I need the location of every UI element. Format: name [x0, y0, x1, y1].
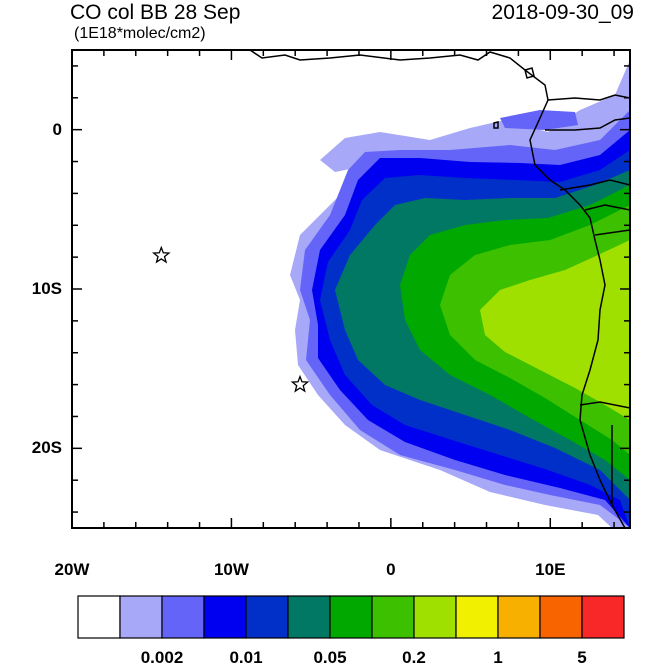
colorbar — [77, 595, 625, 639]
colorbar-label: 0.05 — [313, 648, 347, 667]
island — [493, 121, 499, 129]
colorbar-label: 0.002 — [140, 648, 184, 667]
y-tick-label: 10S — [31, 279, 62, 298]
co-field — [290, 60, 630, 528]
colorbar-swatch — [539, 595, 583, 639]
border-4 — [584, 204, 630, 211]
colorbar-label: 0.2 — [402, 648, 426, 667]
co-level-8 — [480, 240, 630, 420]
colorbar-swatch — [497, 595, 541, 639]
axis-ticks — [71, 50, 630, 528]
coastline — [249, 50, 630, 528]
x-tick-label: 20W — [54, 560, 90, 579]
datetime-label: 2018-09-30_09 — [491, 1, 634, 24]
x-tick-label: 10E — [535, 560, 566, 579]
colorbar-swatch — [413, 595, 457, 639]
y-tick-label: 0 — [52, 119, 62, 139]
colorbar-swatch — [77, 595, 121, 639]
lake — [524, 67, 535, 79]
star-st-helena-marker — [290, 374, 310, 393]
africa-coast — [249, 50, 626, 528]
border-2 — [545, 117, 630, 131]
colorbar-swatch — [581, 595, 625, 639]
colorbar-swatch — [287, 595, 331, 639]
colorbar-swatch — [329, 595, 373, 639]
colorbar-swatch — [245, 595, 289, 639]
border-1 — [547, 94, 630, 101]
border-3 — [559, 179, 630, 191]
plot-title: CO col BB 28 Sep — [70, 1, 241, 24]
colorbar-label: 1 — [493, 648, 503, 667]
y-tick-label: 20S — [31, 438, 62, 458]
x-tick-label: 0 — [386, 560, 396, 579]
star-ascension-marker — [151, 245, 171, 264]
colorbar-label: 5 — [577, 648, 587, 667]
units-label: (1E18*molec/cm2) — [74, 25, 206, 42]
colorbar-swatch — [455, 595, 499, 639]
colorbar-swatch — [161, 595, 205, 639]
colorbar-swatch — [203, 595, 247, 639]
x-tick-label: 10W — [213, 560, 249, 579]
station-markers — [151, 245, 310, 393]
border-6 — [579, 401, 630, 409]
colorbar-swatch — [119, 595, 163, 639]
colorbar-swatch — [371, 595, 415, 639]
colorbar-label: 0.01 — [229, 648, 263, 667]
border-5 — [594, 229, 630, 236]
